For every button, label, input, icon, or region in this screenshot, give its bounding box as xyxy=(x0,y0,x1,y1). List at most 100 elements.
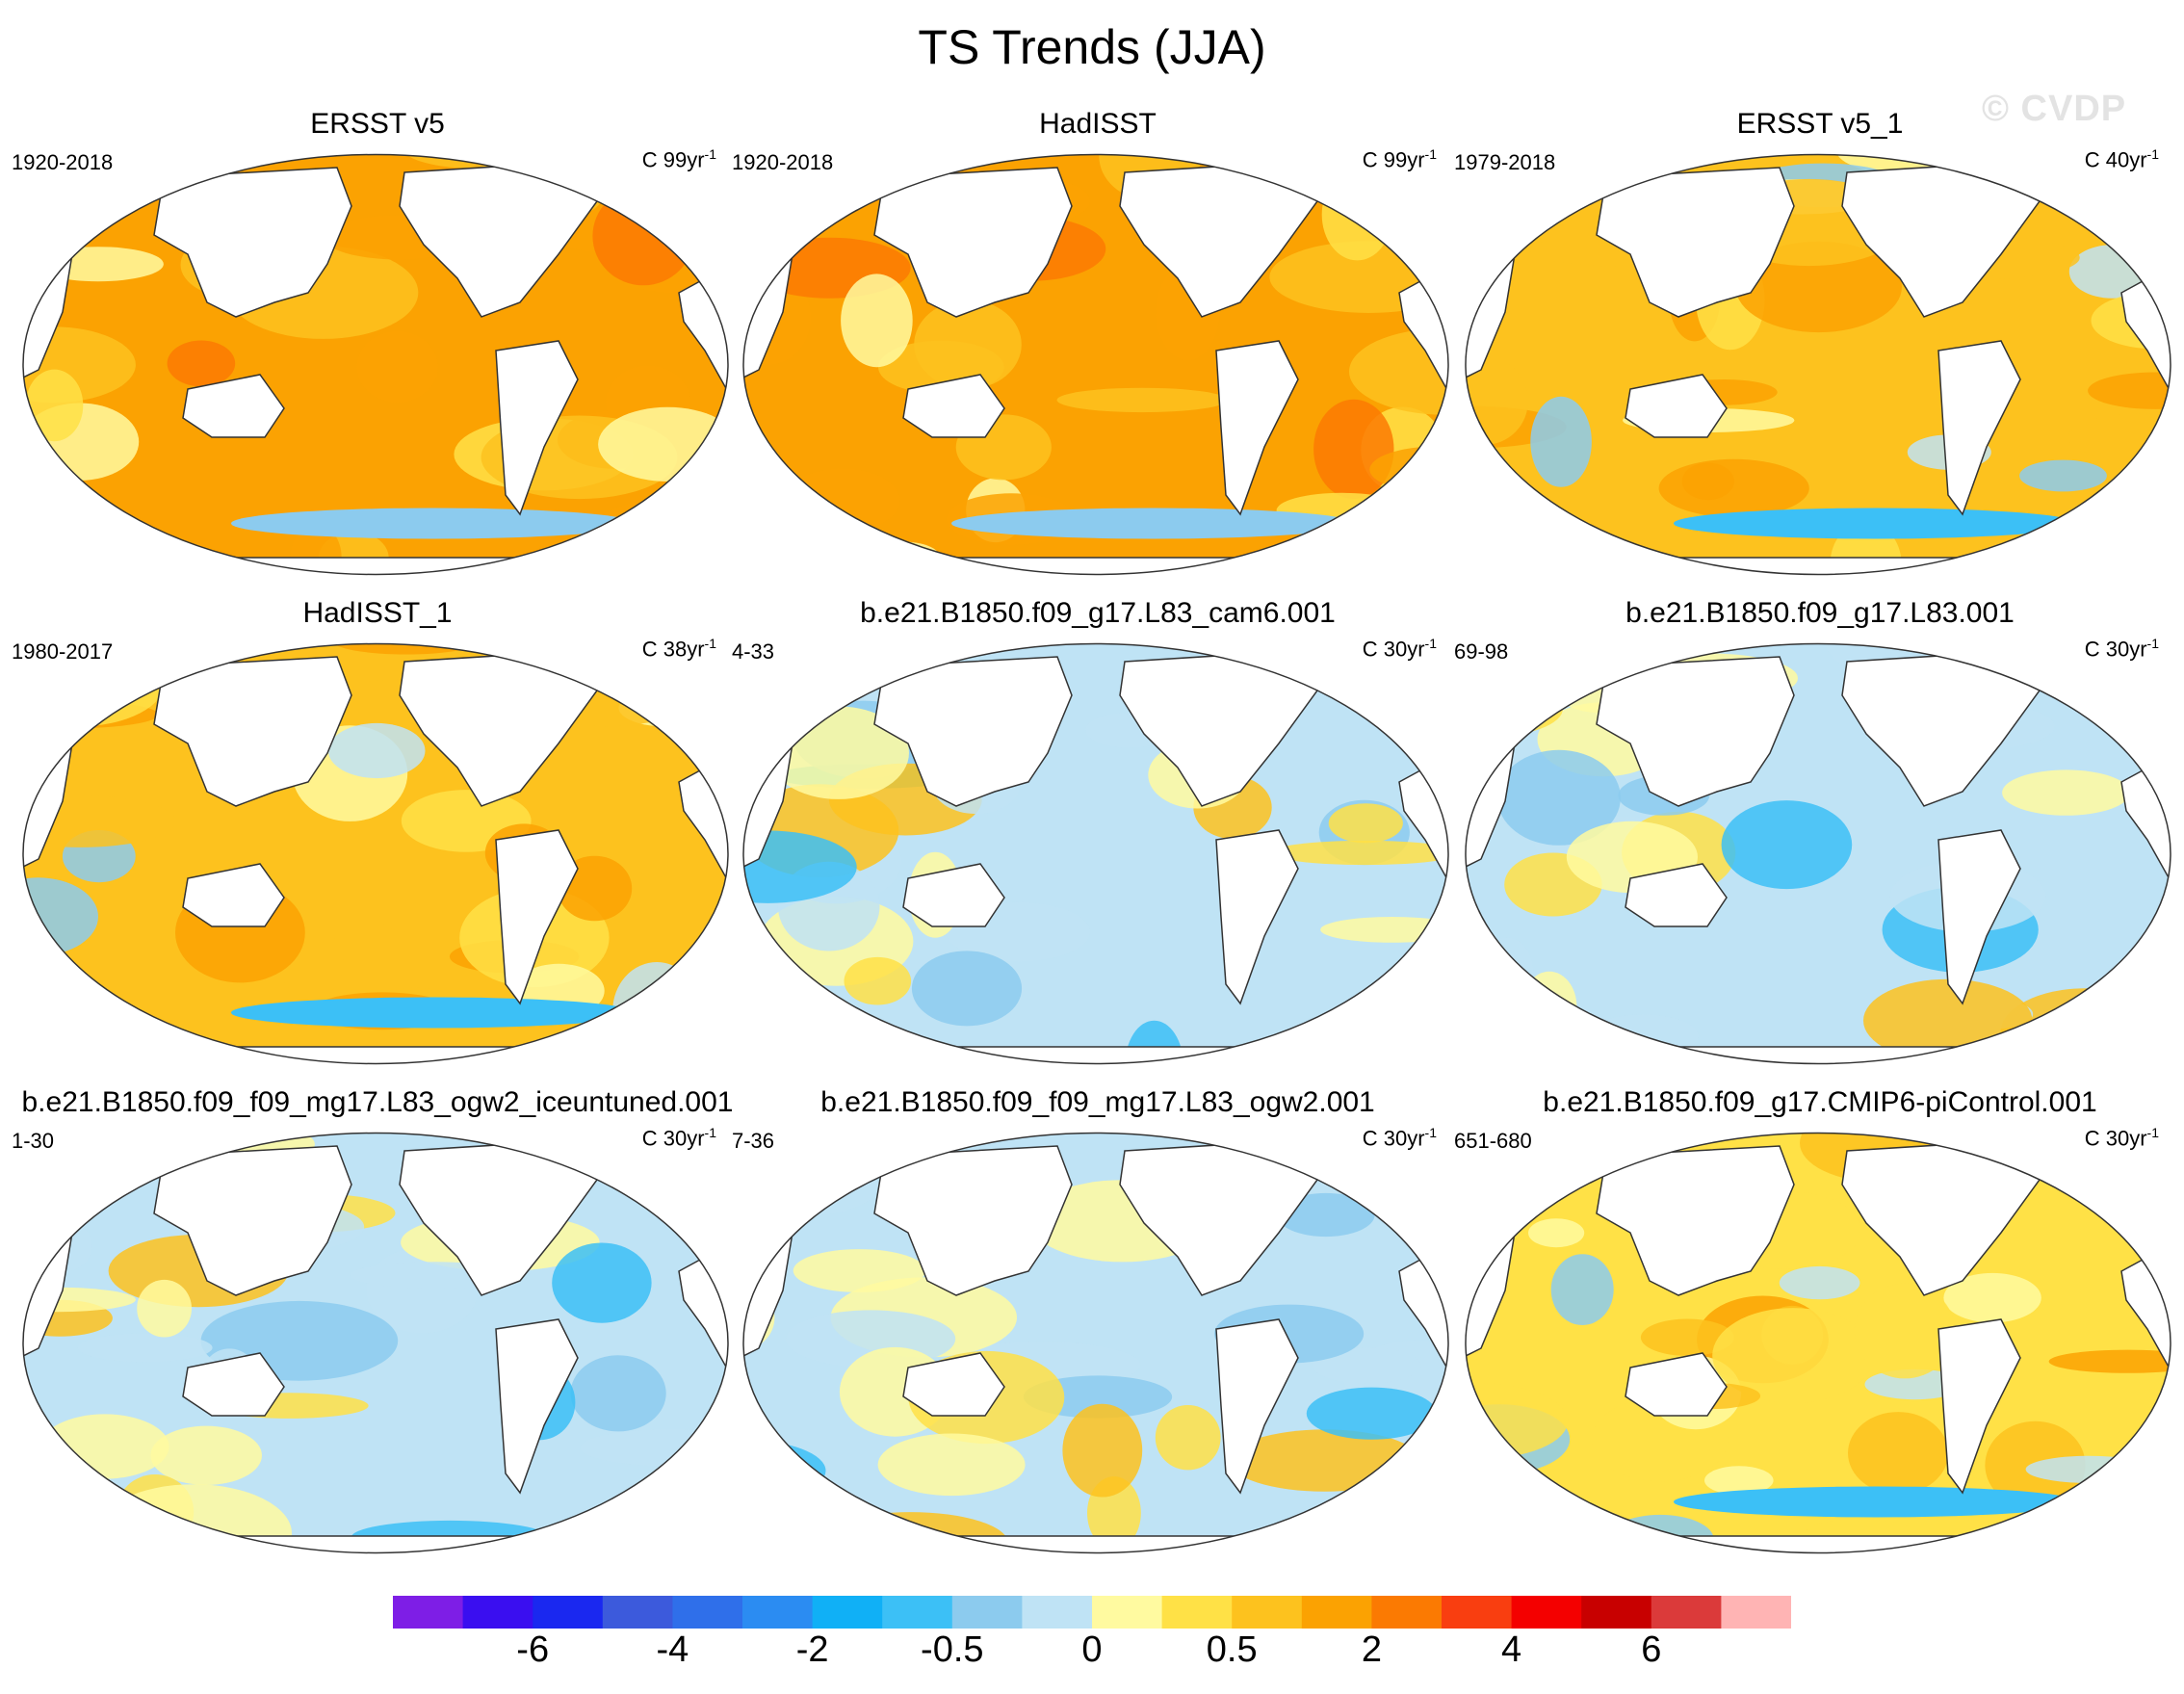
colorbar-tick-label: 6 xyxy=(1641,1629,1662,1670)
trend-contour xyxy=(1658,458,1809,517)
panel-period: 1980-2017 xyxy=(12,639,114,664)
world-map xyxy=(1465,1132,2171,1554)
panel-title: b.e21.B1850.f09_f09_mg17.L83_ogw2.001 xyxy=(820,1086,1375,1118)
trend-contour xyxy=(784,468,900,533)
colorbar-swatch xyxy=(533,1596,604,1629)
panel-title: HadISST_1 xyxy=(302,597,453,629)
world-map xyxy=(742,1132,1449,1554)
panel-period: 1-30 xyxy=(12,1129,55,1153)
land-mass xyxy=(1215,1318,1299,1495)
land-mass xyxy=(1596,1145,1795,1296)
trend-contour xyxy=(1269,840,1448,866)
trend-contour xyxy=(96,1133,212,1158)
map-panel: HadISST_1 1980-2017 C 38yr-1 xyxy=(12,597,743,1084)
figure-title: TS Trends (JJA) xyxy=(918,20,1266,74)
trend-contour xyxy=(32,247,164,282)
colorbar-swatch xyxy=(1092,1596,1163,1629)
trend-contour xyxy=(1530,396,1592,487)
trend-contour xyxy=(1528,1218,1585,1248)
panel-units-base: C 40yr xyxy=(2084,147,2147,172)
trend-contour xyxy=(1550,1254,1614,1325)
colorbar-swatch xyxy=(1371,1596,1443,1629)
panel-title: b.e21.B1850.f09_g17.L83.001 xyxy=(1625,597,2015,629)
trend-contour xyxy=(23,1496,157,1553)
trend-contour xyxy=(844,956,912,1005)
panel-units: C 30yr-1 xyxy=(2085,636,2159,662)
trend-contour xyxy=(877,1433,1026,1497)
colorbar-swatch xyxy=(1161,1596,1233,1629)
colorbar-tick-label: 4 xyxy=(1501,1629,1522,1670)
panel-units: C 99yr-1 xyxy=(1363,146,1437,172)
land-mass xyxy=(1625,374,1728,438)
colorbar-swatch xyxy=(1301,1596,1372,1629)
panel-units: C 30yr-1 xyxy=(642,1125,716,1151)
trend-contour xyxy=(744,1487,881,1549)
colorbar-swatch xyxy=(1442,1596,1513,1629)
trend-contour xyxy=(2100,529,2171,575)
trend-contour xyxy=(1306,1387,1437,1440)
trend-contour xyxy=(1640,1318,1734,1356)
world-map xyxy=(1465,642,2171,1065)
trend-contour xyxy=(653,979,728,1031)
world-map xyxy=(1465,153,2171,576)
panel-units-base: C 30yr xyxy=(2084,1126,2147,1151)
colorbar-swatch xyxy=(812,1596,883,1629)
land-mass xyxy=(1215,340,1299,516)
trend-contour xyxy=(1382,171,1445,230)
colorbar-swatch xyxy=(951,1596,1023,1629)
panel-title: ERSST v5_1 xyxy=(1736,108,1904,140)
panel-units-base: C 99yr xyxy=(641,147,705,172)
trend-contour xyxy=(552,1242,652,1323)
trend-contour xyxy=(150,1425,262,1485)
trend-contour xyxy=(23,665,160,702)
panel-period: 651-680 xyxy=(1454,1129,1532,1153)
panel-units: C 30yr-1 xyxy=(1363,636,1437,662)
world-map xyxy=(22,153,729,576)
trend-contour xyxy=(631,1505,728,1545)
panel-units: C 40yr-1 xyxy=(2085,146,2159,172)
trend-contour xyxy=(1482,937,1534,1007)
trend-contour xyxy=(1496,749,1621,846)
map-panel: ERSST v5_1 1979-2018 C 40yr-1 xyxy=(1454,108,2184,595)
world-map xyxy=(742,642,1449,1065)
trend-contour xyxy=(1521,971,1577,1042)
colorbar-swatch xyxy=(742,1596,814,1629)
colorbar-tick-label: 0.5 xyxy=(1206,1629,1258,1670)
trend-contour xyxy=(356,331,438,403)
trend-contour xyxy=(40,1414,169,1479)
panel-period: 69-98 xyxy=(1454,639,1509,664)
trend-contour xyxy=(1062,1403,1143,1498)
trend-contour xyxy=(2002,769,2130,816)
trend-contour xyxy=(2088,372,2171,409)
trend-contour xyxy=(96,154,212,179)
trend-contour xyxy=(1466,356,1528,445)
world-map xyxy=(22,1132,729,1554)
trend-contour xyxy=(1539,154,1654,179)
map-panel: b.e21.B1850.f09_g17.L83.001 69-98 C 30yr-1 xyxy=(1454,597,2184,1084)
colorbar-swatch xyxy=(1721,1596,1791,1629)
trend-contour xyxy=(1539,1133,1654,1158)
panel-units-exponent: -1 xyxy=(1424,1125,1437,1140)
trend-contour xyxy=(570,1355,666,1432)
panel-units-exponent: -1 xyxy=(704,146,716,162)
colorbar-tick-label: 2 xyxy=(1361,1629,1382,1670)
land-mass xyxy=(1596,656,1795,807)
panel-units: C 30yr-1 xyxy=(1363,1125,1437,1151)
colorbar-tick-label: -6 xyxy=(516,1629,550,1670)
panel-units: C 38yr-1 xyxy=(642,636,716,662)
trend-contour xyxy=(914,300,1022,389)
trend-contour xyxy=(1735,241,1902,333)
colorbar-swatch xyxy=(1232,1596,1303,1629)
land-mass xyxy=(1215,829,1299,1005)
panel-period: 1920-2018 xyxy=(12,150,114,174)
trend-contour xyxy=(592,186,694,286)
trend-contour xyxy=(1674,1486,2078,1518)
colorbar-swatch xyxy=(393,1596,464,1629)
trend-contour xyxy=(1277,1192,1375,1238)
panel-units-exponent: -1 xyxy=(2146,636,2159,651)
land-mass xyxy=(873,1145,1073,1296)
colorbar-swatch xyxy=(1022,1596,1093,1629)
world-map xyxy=(22,642,729,1065)
panel-units-exponent: -1 xyxy=(2146,1125,2159,1140)
colorbar-tick-label: -0.5 xyxy=(921,1629,984,1670)
